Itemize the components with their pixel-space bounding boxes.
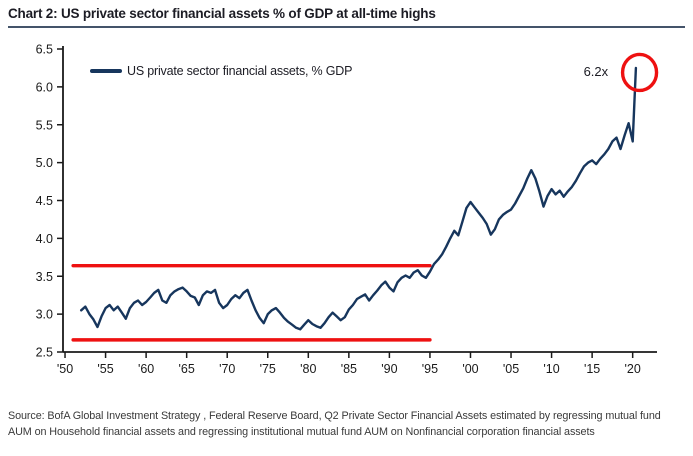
x-axis-tick-label: '85 — [341, 362, 357, 376]
x-axis-tick-label: '75 — [260, 362, 276, 376]
source-note: Source: BofA Global Investment Strategy … — [8, 408, 686, 440]
y-axis-tick-label: 4.5 — [36, 194, 53, 208]
x-axis-tick-label: '80 — [300, 362, 316, 376]
chart-legend: US private sector financial assets, % GD… — [90, 64, 352, 78]
y-axis-tick-label: 3.0 — [36, 308, 53, 322]
x-axis-tick-label: '95 — [422, 362, 438, 376]
x-axis-tick-label: '20 — [625, 362, 641, 376]
x-axis-tick-label: '50 — [57, 362, 73, 376]
x-axis-tick-label: '10 — [543, 362, 559, 376]
x-axis-tick-label: '05 — [503, 362, 519, 376]
chart-title-block: Chart 2: US private sector financial ass… — [8, 6, 685, 28]
y-axis-tick-label: 5.5 — [36, 118, 53, 132]
y-axis-tick-label: 3.5 — [36, 270, 53, 284]
x-axis-tick-label: '15 — [584, 362, 600, 376]
y-axis-tick-label: 5.0 — [36, 156, 53, 170]
y-axis-tick-label: 6.0 — [36, 80, 53, 94]
series-line — [79, 66, 638, 331]
legend-line-swatch — [90, 69, 122, 73]
source-line-2: AUM on Household financial assets and re… — [8, 426, 595, 439]
x-axis-tick-label: '60 — [138, 362, 154, 376]
x-axis-tick-label: '70 — [219, 362, 235, 376]
legend-label: US private sector financial assets, % GD… — [127, 64, 353, 78]
chart-title: Chart 2: US private sector financial ass… — [8, 6, 436, 21]
x-axis-tick-label: '55 — [97, 362, 113, 376]
x-axis-tick-label: '00 — [462, 362, 478, 376]
x-axis-tick-label: '90 — [381, 362, 397, 376]
y-axis-tick-label: 2.5 — [36, 346, 53, 360]
y-axis-tick-label: 6.5 — [36, 43, 53, 57]
y-axis-tick-label: 4.0 — [36, 232, 53, 246]
peak-highlight-circle — [620, 52, 659, 93]
source-line-1: Source: BofA Global Investment Strategy … — [8, 410, 661, 422]
x-axis-tick-label: '65 — [179, 362, 195, 376]
peak-annotation: 6.2x — [583, 64, 609, 80]
